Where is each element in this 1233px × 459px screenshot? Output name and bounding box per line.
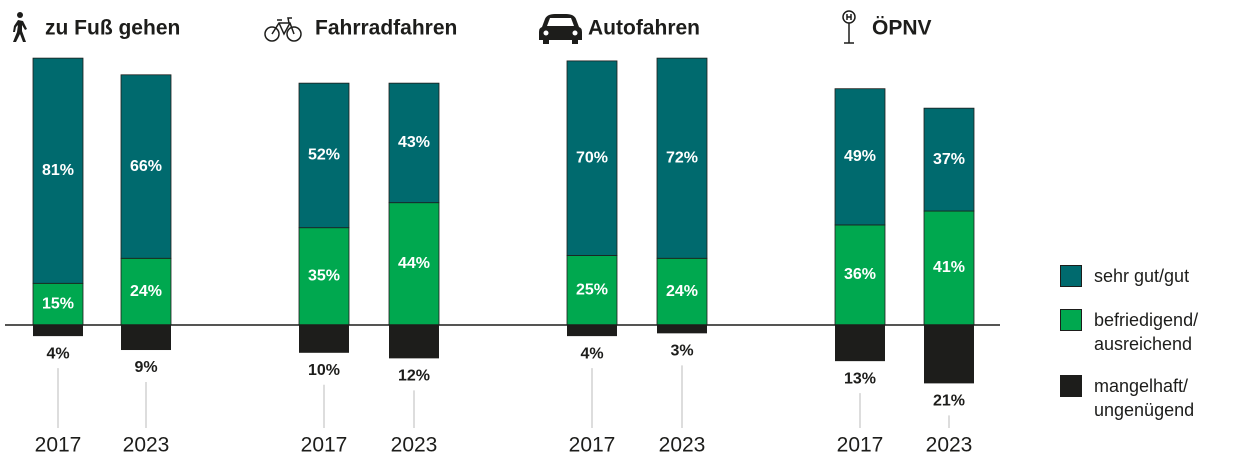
bar-segment [834,224,886,326]
bar-segment [567,325,617,337]
value-label: 49% [844,148,876,165]
x-tick-label: 2017 [837,434,884,457]
x-tick-label: 2023 [659,434,706,457]
legend-item: sehr gut/gut [1060,264,1233,288]
legend-swatch [1060,375,1082,397]
value-label: 81% [42,162,74,179]
legend-swatch [1060,265,1082,287]
bar-segment [656,57,708,259]
bar-segment [566,60,618,256]
bar-segment [33,325,83,337]
legend-label: mangelhaft/ungenügend [1094,376,1195,420]
value-label: 35% [308,268,340,285]
bar-segment [388,82,440,204]
x-tick-label: 2023 [926,434,973,457]
bar-segment [32,57,84,284]
value-label: 72% [666,149,698,166]
value-label: 66% [130,158,162,175]
value-label: 24% [666,283,698,300]
group-title: zu Fuß gehen [45,17,180,40]
walk-icon [13,12,27,42]
legend-label: befriedigend/ausreichend [1094,310,1199,354]
bar-segment [657,325,707,334]
x-tick-label: 2023 [391,434,438,457]
value-label: 21% [933,393,965,410]
legend-swatch [1060,309,1082,331]
legend-item: befriedigend/ausreichend [1060,308,1233,356]
value-label: 3% [670,343,693,360]
value-label: 41% [933,259,965,276]
value-label: 70% [576,149,608,166]
group-title: ÖPNV [872,17,932,40]
value-label: 9% [134,359,157,376]
bar-segment [923,210,975,326]
value-label: 4% [580,345,603,362]
value-label: 12% [398,368,430,385]
bar-segment [120,74,172,259]
value-label: 37% [933,151,965,168]
bar-segment [389,325,439,359]
value-label: 44% [398,255,430,272]
x-tick-label: 2017 [301,434,348,457]
value-label: 52% [308,147,340,164]
car-icon [539,14,582,44]
value-label: 13% [844,370,876,387]
x-tick-label: 2017 [35,434,82,457]
value-label: 36% [844,266,876,283]
value-label: 25% [576,281,608,298]
bar-segment [924,325,974,384]
legend-label: sehr gut/gut [1094,266,1190,286]
bar-segment [388,202,440,326]
bar-segment [923,107,975,212]
x-tick-label: 2017 [569,434,616,457]
bar-segment [834,88,886,226]
value-label: 10% [308,362,340,379]
bar-segment [835,325,885,362]
value-label: 43% [398,134,430,151]
bar-segment [298,227,350,326]
value-label: 24% [130,283,162,300]
x-tick-label: 2023 [123,434,170,457]
value-label: 15% [42,295,74,312]
group-title: Fahrradfahren [315,17,457,40]
bike-icon [264,17,302,42]
legend-item: mangelhaft/ungenügend [1060,374,1233,422]
bar-segment [121,325,171,351]
group-title: Autofahren [588,17,700,40]
bar-segment [299,325,349,353]
value-label: 4% [46,345,69,362]
bar-segment [32,282,84,326]
bus-stop-icon [842,10,856,44]
bar-segment [298,82,350,229]
